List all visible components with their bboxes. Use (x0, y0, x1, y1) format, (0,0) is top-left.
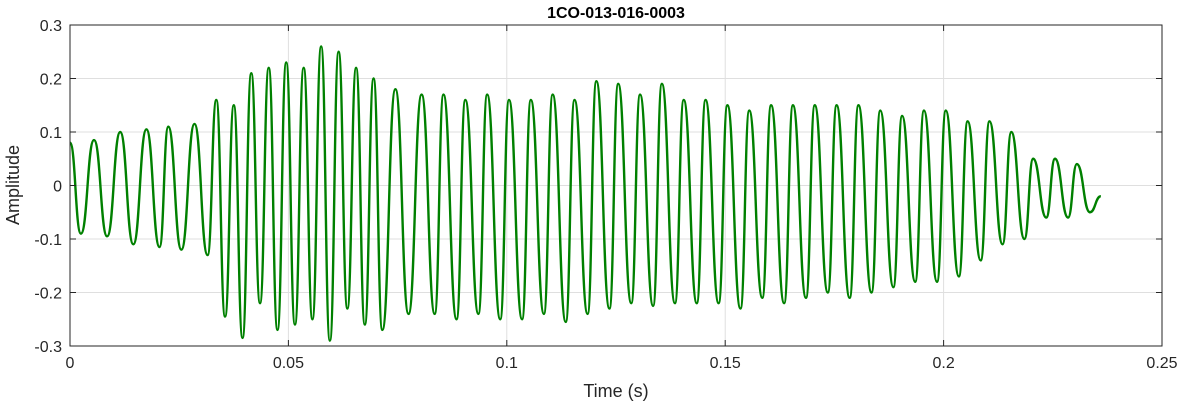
y-tick-label: 0.1 (40, 125, 62, 142)
axis-ticks: 0 0.05 0.1 0.15 0.2 0.25 -0.3 -0.2 -0.1 0 0.1 0.2 0.… (34, 18, 1177, 372)
y-tick-label: 0 (53, 179, 62, 196)
chart-title: 1CO-013-016-0003 (547, 5, 685, 22)
y-axis-label: Amplitude (3, 145, 23, 225)
y-tick-label: 0.3 (40, 18, 62, 35)
y-tick-label: -0.2 (34, 286, 62, 303)
y-tick-label: -0.1 (34, 232, 62, 249)
x-tick-label: 0.25 (1146, 355, 1177, 372)
series-line (68, 45, 1102, 342)
y-tick-label: 0.2 (40, 72, 62, 89)
x-axis-label: Time (s) (583, 381, 648, 401)
x-tick-label: 0.1 (496, 355, 518, 372)
x-tick-label: 0 (66, 355, 75, 372)
x-tick-label: 0.2 (932, 355, 954, 372)
signal-trace (68, 45, 1102, 342)
x-tick-label: 0.15 (710, 355, 741, 372)
y-tick-label: -0.3 (34, 339, 62, 356)
x-tick-label: 0.05 (273, 355, 304, 372)
